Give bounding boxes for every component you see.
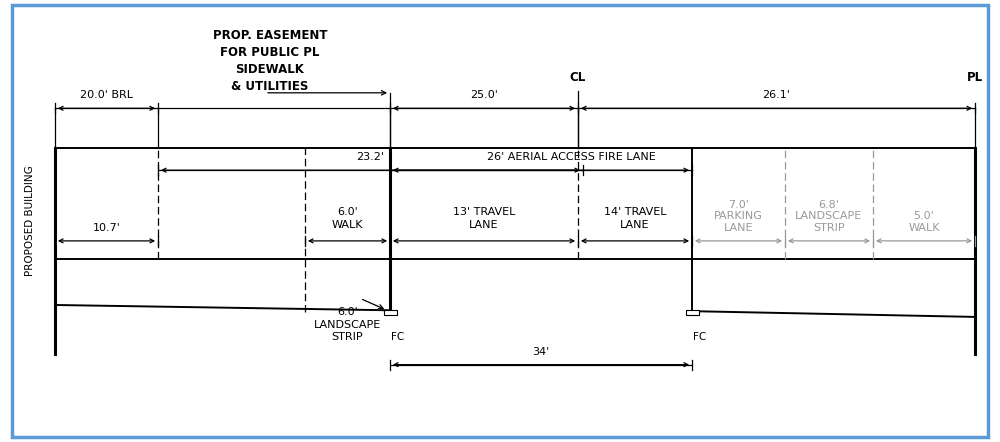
Text: 6.8'
LANDSCAPE
STRIP: 6.8' LANDSCAPE STRIP — [795, 200, 863, 233]
Text: 10.7': 10.7' — [93, 223, 120, 233]
Text: PL: PL — [967, 71, 983, 84]
Text: FC: FC — [391, 332, 405, 343]
Text: 26.1': 26.1' — [763, 90, 790, 100]
Text: PROP. EASEMENT
FOR PUBLIC PL
SIDEWALK
& UTILITIES: PROP. EASEMENT FOR PUBLIC PL SIDEWALK & … — [213, 29, 327, 93]
Text: 14' TRAVEL
LANE: 14' TRAVEL LANE — [604, 207, 666, 230]
Text: 26' AERIAL ACCESS FIRE LANE: 26' AERIAL ACCESS FIRE LANE — [487, 152, 655, 162]
Text: 6.0'
WALK: 6.0' WALK — [332, 207, 363, 230]
Text: 25.0': 25.0' — [470, 90, 498, 100]
Text: 5.0'
WALK: 5.0' WALK — [908, 211, 940, 233]
Text: 7.0'
PARKING
LANE: 7.0' PARKING LANE — [714, 200, 763, 233]
Text: FC: FC — [693, 332, 707, 343]
Text: 34': 34' — [532, 347, 550, 357]
Bar — [686, 309, 698, 316]
Text: 13' TRAVEL
LANE: 13' TRAVEL LANE — [453, 207, 515, 230]
Text: 6.0'
LANDSCAPE
STRIP: 6.0' LANDSCAPE STRIP — [314, 307, 381, 342]
Bar — [384, 309, 396, 316]
Text: 20.0' BRL: 20.0' BRL — [80, 90, 133, 100]
Text: CL: CL — [570, 71, 586, 84]
Text: 23.2': 23.2' — [356, 152, 384, 162]
Text: PROPOSED BUILDING: PROPOSED BUILDING — [25, 166, 35, 276]
